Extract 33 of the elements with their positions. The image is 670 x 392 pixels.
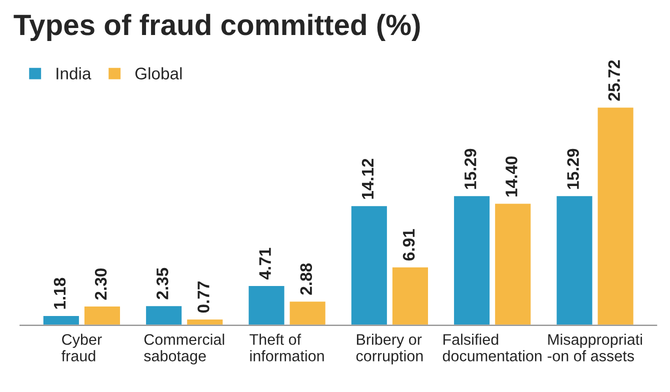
data-label: 4.71 [259,248,271,280]
data-label: 1.18 [54,278,66,309]
data-label: 0.77 [198,282,210,313]
bar [350,204,388,326]
data-label: 15.29 [464,148,476,189]
chart-title: Types of fraud committed (%) [14,14,420,42]
data-label: 15.29 [567,148,579,189]
x-tick-label: Commercial sabotage [144,334,224,364]
x-tick-label: Falsified documentation [442,334,542,362]
data-label: 14.40 [506,156,518,196]
bar [186,318,224,326]
data-label: 2.88 [300,263,312,295]
data-label: 25.72 [608,60,620,101]
bar [494,202,532,326]
bar [555,194,594,326]
x-tick-label: Bribery or corruption [356,334,423,364]
data-label: 2.30 [94,268,107,300]
legend-label: Global [135,67,182,80]
bar [596,106,635,326]
data-label: 2.35 [156,268,168,300]
bar [391,266,430,326]
x-tick-label: Misappropriati -on of assets [548,334,642,362]
bar [452,194,491,326]
bar [42,314,80,326]
bar [144,304,183,326]
bar [83,305,122,326]
x-tick-label: Theft of information [250,334,324,362]
x-tick-label: Cyber fraud [62,334,102,362]
legend-label: India [56,67,92,80]
data-label: 6.91 [402,229,415,260]
bar [288,300,327,326]
data-label: 14.12 [362,158,374,199]
bar [247,284,286,326]
